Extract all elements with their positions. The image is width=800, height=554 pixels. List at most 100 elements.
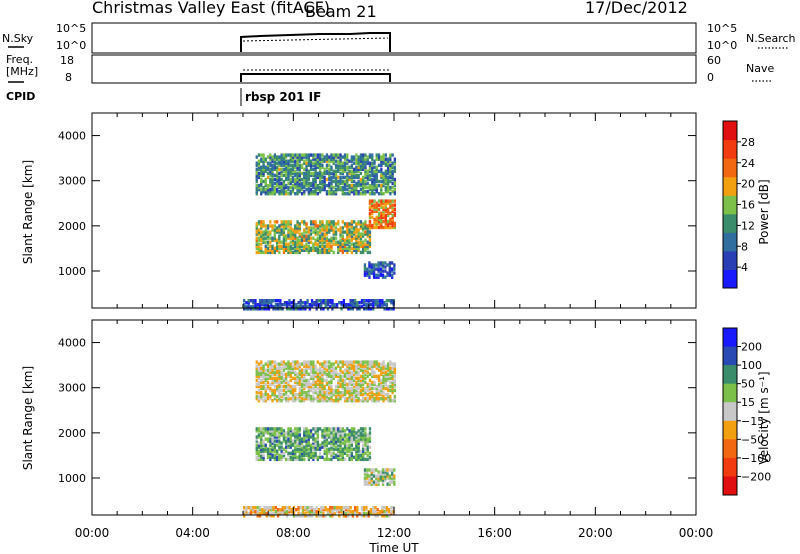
power-cell bbox=[278, 246, 281, 250]
velocity-cell bbox=[262, 443, 265, 447]
power-cell bbox=[260, 165, 263, 169]
power-cell bbox=[348, 248, 351, 252]
power-cell bbox=[296, 167, 299, 171]
velocity-cell bbox=[282, 364, 286, 368]
power-cell bbox=[366, 226, 369, 230]
power-cell bbox=[380, 183, 383, 188]
power-cell bbox=[375, 205, 378, 209]
velocity-cell bbox=[373, 360, 376, 364]
power-cell bbox=[373, 173, 376, 178]
power-cell bbox=[373, 217, 376, 222]
power-cell bbox=[320, 307, 323, 311]
velocity-cell bbox=[353, 390, 356, 395]
power-cell bbox=[372, 271, 376, 275]
power-cell bbox=[257, 153, 261, 157]
velocity-cell bbox=[325, 388, 329, 393]
power-cell bbox=[337, 175, 340, 180]
velocity-cell bbox=[332, 443, 335, 447]
power-cell bbox=[364, 248, 367, 252]
velocity-cell bbox=[316, 368, 319, 372]
velocity-cell bbox=[372, 508, 375, 512]
velocity-cell bbox=[263, 512, 266, 516]
power-cell bbox=[300, 240, 304, 244]
velocity-cell bbox=[319, 427, 322, 431]
velocity-cell bbox=[273, 388, 276, 393]
power-cell bbox=[372, 305, 375, 309]
velocity-cell bbox=[372, 474, 376, 478]
power-cell bbox=[332, 228, 335, 232]
velocity-cell bbox=[264, 386, 267, 391]
power-cell bbox=[323, 240, 326, 244]
velocity-cell bbox=[319, 386, 322, 391]
velocity-cell bbox=[291, 394, 295, 399]
power-cell bbox=[330, 153, 333, 157]
velocity-cell bbox=[334, 429, 338, 433]
power-cell bbox=[321, 187, 324, 192]
power-cell bbox=[298, 244, 301, 248]
velocity-cell bbox=[355, 386, 358, 391]
power-cell bbox=[269, 155, 272, 159]
velocity-cell bbox=[270, 506, 273, 510]
velocity-cell bbox=[355, 435, 358, 439]
power-cell bbox=[319, 165, 322, 169]
power-cell bbox=[321, 236, 324, 240]
power-cell bbox=[307, 161, 310, 165]
velocity-cell bbox=[383, 506, 386, 510]
power-cell bbox=[273, 234, 276, 238]
power-cell bbox=[296, 171, 299, 176]
power-cell bbox=[377, 263, 380, 267]
power-cell bbox=[368, 269, 371, 273]
velocity-cell bbox=[363, 476, 367, 480]
velocity-cell bbox=[296, 376, 299, 380]
power-cell bbox=[280, 169, 283, 173]
velocity-cell bbox=[387, 364, 390, 368]
power-cell bbox=[271, 236, 274, 240]
power-cell bbox=[328, 220, 331, 224]
velocity-cell bbox=[366, 437, 369, 441]
power-cell bbox=[355, 173, 358, 178]
velocity-cell bbox=[350, 429, 353, 433]
velocity-cell bbox=[271, 447, 274, 451]
power-cell bbox=[300, 187, 304, 192]
velocity-cell bbox=[278, 388, 281, 393]
velocity-cell bbox=[325, 374, 329, 378]
velocity-cell bbox=[366, 439, 369, 443]
power-cell bbox=[271, 192, 274, 196]
power-cell bbox=[243, 305, 246, 309]
power-cell bbox=[383, 301, 386, 305]
power-cell bbox=[372, 269, 376, 273]
power-cell bbox=[309, 163, 313, 167]
power-cell bbox=[266, 185, 270, 190]
power-cell bbox=[341, 220, 344, 224]
velocity-cell bbox=[298, 376, 301, 380]
velocity-cell bbox=[366, 382, 369, 387]
velocity-cell bbox=[307, 392, 310, 397]
velocity-cell bbox=[289, 427, 292, 431]
power-cell bbox=[300, 232, 304, 236]
velocity-cell bbox=[307, 394, 310, 399]
power-cell bbox=[347, 307, 350, 311]
power-cell bbox=[339, 167, 342, 171]
power-cell bbox=[315, 301, 318, 305]
velocity-cell bbox=[357, 455, 360, 459]
velocity-cell bbox=[287, 374, 290, 378]
power-cell bbox=[368, 263, 371, 267]
velocity-cell bbox=[334, 394, 338, 399]
velocity-cell bbox=[282, 455, 286, 459]
power-cell bbox=[273, 187, 276, 192]
velocity-cell bbox=[316, 397, 319, 401]
power-cell bbox=[323, 157, 326, 161]
velocity-cell bbox=[358, 512, 361, 516]
power-cell bbox=[348, 224, 351, 228]
velocity-cell bbox=[328, 374, 331, 378]
velocity-cell bbox=[307, 380, 310, 385]
power-cell bbox=[368, 183, 372, 188]
velocity-cell bbox=[260, 439, 263, 443]
power-cell bbox=[325, 192, 329, 196]
velocity-cell bbox=[366, 362, 369, 366]
power-cell bbox=[359, 165, 363, 169]
power-cell bbox=[355, 157, 358, 161]
power-cell bbox=[305, 163, 308, 167]
velocity-cell bbox=[257, 445, 261, 449]
power-cell bbox=[377, 219, 381, 224]
